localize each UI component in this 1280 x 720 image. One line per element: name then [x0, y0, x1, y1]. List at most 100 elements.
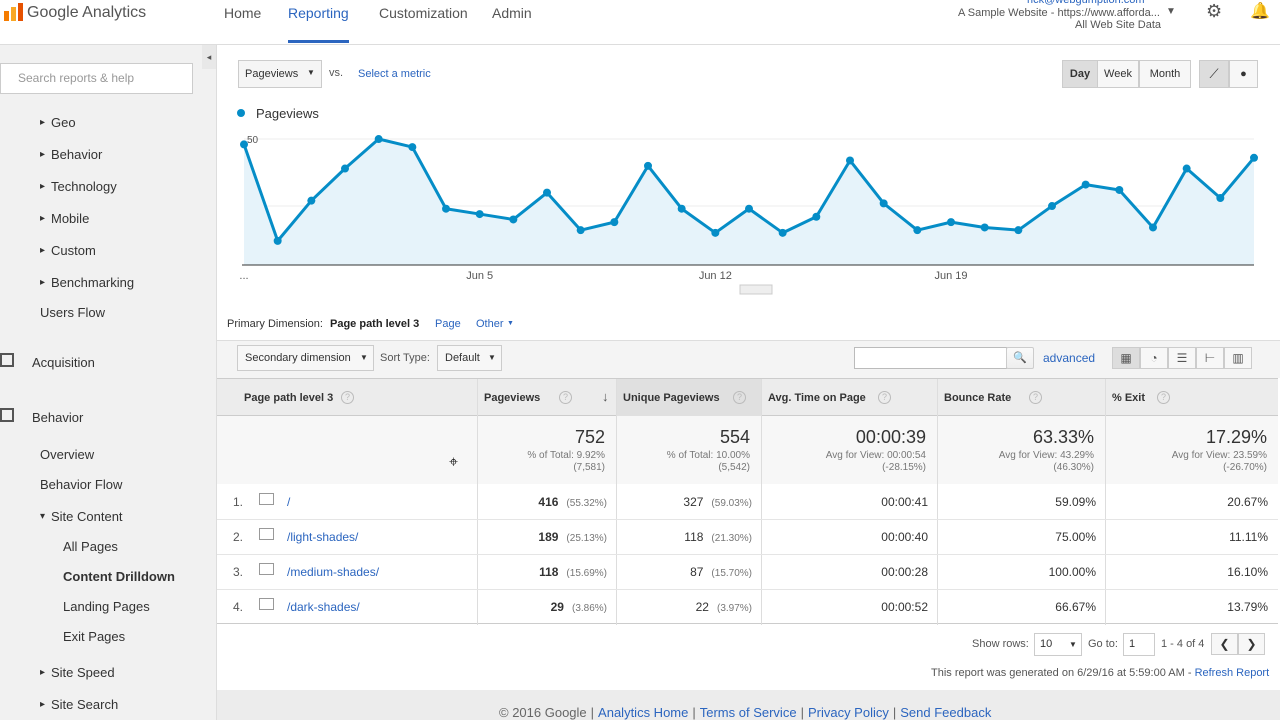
page-link[interactable]: /	[287, 495, 291, 509]
pageviews: 416	[538, 495, 559, 509]
separator: |	[800, 705, 804, 720]
footer-link[interactable]: Send Feedback	[900, 705, 992, 720]
x-tick-label: Jun 12	[699, 270, 732, 282]
data-point	[374, 135, 383, 144]
chart-type-button[interactable]: ⟋	[1199, 60, 1229, 88]
nav-tab[interactable]: Admin	[492, 5, 532, 21]
notification-icon[interactable]: 🔔	[1250, 3, 1270, 20]
dimension-option[interactable]: Page path level 3	[330, 318, 420, 330]
column-header[interactable]: Pageviews	[484, 392, 541, 404]
unique-pageviews: 22	[695, 600, 709, 614]
page-link[interactable]: /dark-shades/	[287, 600, 360, 614]
column-header[interactable]: Unique Pageviews	[623, 392, 720, 404]
account-email[interactable]: rick@webgumption.com	[1027, 0, 1145, 6]
footer-link[interactable]: Analytics Home	[598, 705, 689, 720]
dimension-option[interactable]: Other	[476, 318, 504, 330]
prev-button[interactable]: ❮	[1211, 633, 1238, 655]
view-button[interactable]: ▦	[1112, 347, 1140, 369]
sidebar-item[interactable]: Geo	[51, 115, 76, 130]
collapse-button[interactable]: ◂	[202, 45, 216, 69]
exit-cell: 16.10%	[1227, 565, 1268, 579]
expand-arrow: ▸	[40, 181, 46, 192]
sidebar-item[interactable]: Technology	[51, 179, 117, 194]
data-point	[240, 140, 248, 149]
pageviews-pct: (3.86%)	[571, 603, 607, 614]
select-metric[interactable]: Select a metric	[358, 68, 431, 80]
nav-tab[interactable]: Reporting	[288, 5, 349, 21]
view-button[interactable]: ▥	[1224, 347, 1252, 369]
column-header[interactable]: Bounce Rate	[944, 392, 1012, 404]
row-icon	[259, 493, 274, 505]
advanced-link[interactable]: advanced	[1043, 351, 1096, 365]
sidebar-item[interactable]: Behavior	[51, 147, 103, 162]
data-point	[778, 228, 787, 237]
column-header[interactable]: Page path level 3	[244, 392, 334, 404]
view-button[interactable]: ◔	[1140, 347, 1168, 369]
chart-type-button[interactable]: ●	[1229, 60, 1258, 88]
metric-select[interactable]: Pageviews	[238, 60, 322, 88]
footer-link[interactable]: Terms of Service	[699, 705, 797, 720]
dimension-option[interactable]: Page	[435, 318, 461, 330]
sidebar-item[interactable]: Exit Pages	[63, 629, 126, 644]
page-input[interactable]: 1	[1123, 633, 1155, 656]
column-header[interactable]: Avg. Time on Page	[768, 392, 866, 404]
search-box[interactable]	[0, 63, 193, 94]
table-search[interactable]	[854, 347, 1007, 369]
nav-tab[interactable]: Customization	[379, 5, 468, 21]
period-button[interactable]: Day	[1062, 60, 1098, 88]
view-button[interactable]: ⊢	[1196, 347, 1224, 369]
unique-cell: 87 (15.70%)	[690, 565, 752, 579]
secondary-dimension[interactable]: Secondary dimension	[237, 345, 374, 371]
sidebar-item[interactable]: Overview	[40, 447, 95, 462]
sidebar-item[interactable]: Behavior Flow	[40, 477, 123, 492]
settings-icon[interactable]: ⚙	[1206, 1, 1223, 21]
row-index: 1.	[232, 495, 243, 509]
refresh-link[interactable]: Refresh Report	[1194, 667, 1270, 679]
column-header[interactable]: % Exit	[1112, 392, 1146, 404]
column-divider	[937, 379, 938, 625]
sidebar-item[interactable]: Content Drilldown	[63, 569, 175, 584]
bounce-cell: 75.00%	[1055, 530, 1096, 544]
total-sub: (7,581)	[573, 462, 605, 473]
expand-arrow: ▸	[40, 245, 46, 256]
account-property[interactable]: A Sample Website - https://www.afforda..…	[958, 7, 1160, 19]
page-link[interactable]: /light-shades/	[287, 530, 359, 544]
next-button[interactable]: ❯	[1238, 633, 1265, 655]
nav-tab[interactable]: Home	[224, 5, 262, 21]
total-sub: (-28.15%)	[882, 462, 926, 473]
active-tab-underline	[288, 40, 349, 43]
sort-select[interactable]: Default	[437, 345, 502, 371]
total-value: 63.33%	[1032, 427, 1094, 447]
sidebar-item[interactable]: Site Content	[51, 509, 123, 524]
row-divider	[217, 589, 1278, 590]
column-divider	[1105, 379, 1106, 625]
top-bar	[0, 0, 1280, 45]
expand-arrow: ▸	[40, 213, 46, 224]
period-button[interactable]: Month	[1139, 60, 1191, 88]
sidebar-item[interactable]: Benchmarking	[51, 275, 135, 290]
data-point	[273, 236, 282, 245]
period-button[interactable]: Week	[1097, 60, 1139, 88]
data-point	[677, 204, 686, 213]
sidebar-item[interactable]: All Pages	[63, 539, 118, 554]
pageviews: 189	[538, 530, 559, 544]
rows-select[interactable]: 10	[1034, 633, 1082, 656]
data-point	[307, 196, 316, 205]
footer-link[interactable]: Privacy Policy	[807, 705, 889, 720]
sidebar-item[interactable]: Site Search	[51, 697, 119, 712]
account-view[interactable]: All Web Site Data	[1075, 19, 1162, 31]
sidebar-item[interactable]: Users Flow	[40, 305, 106, 320]
sidebar-item[interactable]: Landing Pages	[63, 599, 150, 614]
vs-label: vs.	[329, 67, 344, 79]
total-sub: (5,542)	[718, 462, 750, 473]
sidebar-item[interactable]: Mobile	[51, 211, 90, 226]
sidebar-item[interactable]: Behavior	[32, 410, 84, 425]
page-link[interactable]: /medium-shades/	[287, 565, 380, 579]
expand-arrow: ▸	[40, 667, 46, 678]
sidebar-item[interactable]: Acquisition	[32, 355, 95, 370]
view-button[interactable]: ☰	[1168, 347, 1196, 369]
search-button[interactable]: 🔍	[1006, 347, 1034, 369]
sidebar-item[interactable]: Site Speed	[51, 665, 115, 680]
total-sub: Avg for View: 43.29%	[998, 450, 1094, 461]
sidebar-item[interactable]: Custom	[51, 243, 96, 258]
